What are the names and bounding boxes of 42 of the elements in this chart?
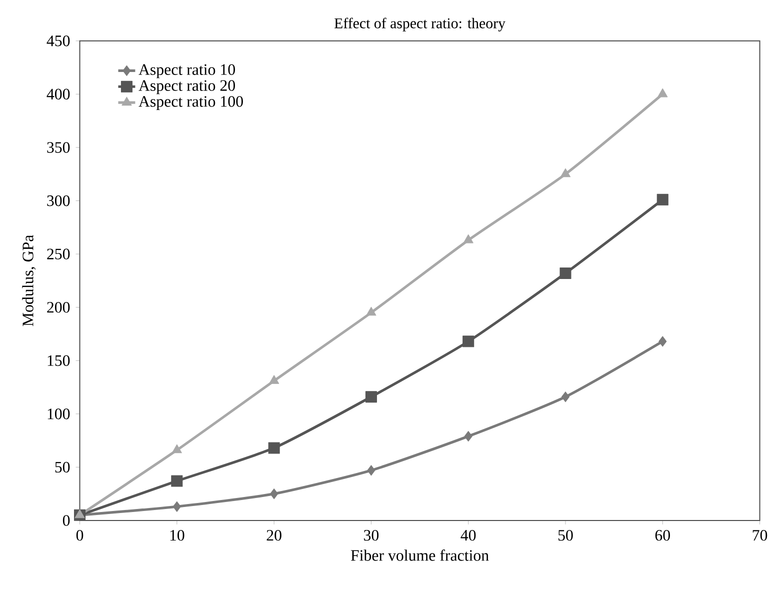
y-tick-label: 250 [47,248,70,260]
x-tick-label: 40 [460,530,476,541]
y-tick-label: 200 [47,302,70,313]
y-axis-title: Modulus, GPa [22,234,36,326]
point [560,168,571,177]
point [269,374,280,384]
point [367,464,376,476]
x-tick-label: 20 [266,530,282,541]
x-tick-label: 60 [655,530,670,541]
point [658,88,668,98]
chart-title: Effect of aspect ratio: theory [334,18,506,32]
point [560,267,572,279]
y-tick-label: 450 [46,35,70,46]
point [656,194,668,206]
y-tick-label: 400 [46,88,70,100]
y-tick-label: 0 [62,514,70,526]
point [462,336,474,348]
point [172,501,181,512]
point [365,390,377,402]
point [463,234,474,244]
point [366,306,376,316]
legend-label: Aspect ratio 20 [138,80,235,94]
y-tick-label: 300 [47,195,70,206]
y-tick-label: 350 [47,142,70,153]
point [658,336,667,347]
x-tick-label: 10 [170,530,184,541]
y-tick-label: 150 [48,355,70,366]
x-tick-label: 70 [752,530,768,541]
y-tick-label: 50 [55,462,70,472]
point [171,475,183,487]
y-tick-label: 100 [48,408,70,420]
legend-label: Aspect ratio 10 [138,64,235,78]
legend-label: Aspect ratio 100 [138,96,243,110]
point [270,488,278,499]
x-tick-label: 50 [558,530,573,541]
point [464,430,472,442]
point [561,391,570,402]
x-tick-label: 30 [364,530,379,541]
point [268,442,280,454]
point [172,444,182,454]
x-tick-label: 0 [76,530,84,541]
x-axis-title: Fiber volume fraction [350,549,489,561]
